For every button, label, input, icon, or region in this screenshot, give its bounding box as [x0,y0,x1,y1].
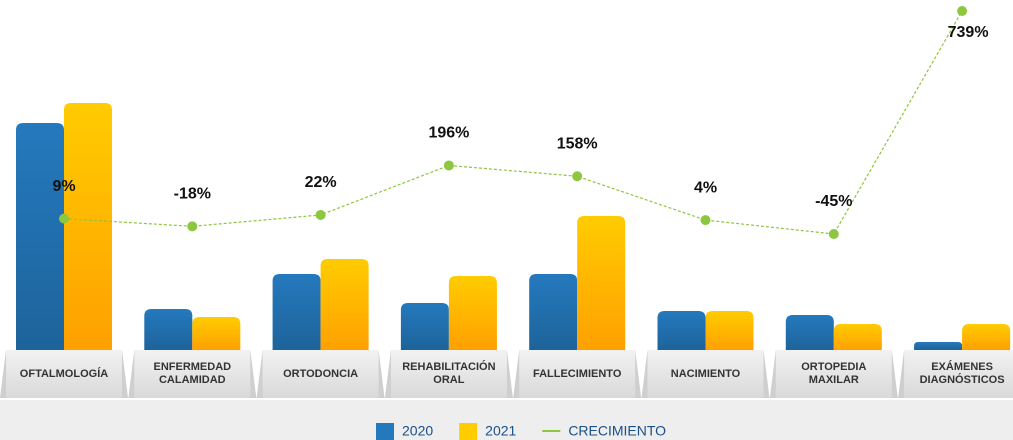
label-plate [134,350,251,398]
bar-shade [529,274,578,350]
bar-shade [192,317,241,350]
label-plate [519,350,636,398]
x-tick-label: ORTODONCIA [283,367,359,380]
data-label: -45% [815,193,852,210]
bar-shade [785,315,834,350]
data-label: 4% [694,179,717,196]
data-label: 158% [557,135,598,152]
bar-shade [144,309,193,350]
legend-swatch [376,423,394,440]
x-tick-label: OFTALMOLOGÍA [19,367,109,380]
label-plate [6,350,122,398]
bar-shade [833,324,882,350]
legend-band [0,400,1013,440]
label-plate [647,350,764,398]
label-plate [904,350,1013,398]
bar-shade [705,311,754,350]
growth-point [59,213,69,224]
bar-shade [448,276,497,350]
bar-shade [16,123,64,350]
growth-line [63,10,963,235]
legend-label: 2020 [402,423,433,439]
label-plate [775,350,892,398]
legend-label: CRECIMIENTO [568,423,666,439]
bar-shade [914,342,963,350]
x-tick-label: FALLECIMIENTO [532,367,622,380]
growth-point [700,215,711,226]
bar-shade [400,303,449,350]
data-label: -18% [174,186,211,203]
legend-swatch [459,423,478,440]
x-tick-label: REHABILITACIÓN ORAL [402,361,496,386]
growth-point [187,221,198,232]
growth-point [828,229,839,239]
growth-point [572,171,583,182]
data-label: 9% [52,178,75,195]
x-tick-label: NACIMIENTO [670,367,741,380]
data-label: 196% [428,125,469,142]
bar-shade [962,324,1011,350]
growth-point [315,209,326,220]
bar-shade [320,259,369,350]
bar-shade [272,274,321,350]
data-label: 22% [305,174,337,191]
bar-shade [657,311,706,350]
data-label: 739% [948,24,989,41]
bar-shade [577,216,626,350]
x-tick-label: ENFERMEDAD CALAMIDAD [153,361,232,386]
x-tick-label: ORTOPEDIA MAXILAR [801,361,867,386]
legend-label: 2021 [485,423,516,439]
growth-point [443,160,454,171]
x-tick-label: EXÁMENES DIAGNÓSTICOS [919,361,1005,386]
label-plate [390,350,507,398]
label-plate [262,350,379,398]
growth-point [957,6,968,16]
bar-shade [64,103,112,350]
